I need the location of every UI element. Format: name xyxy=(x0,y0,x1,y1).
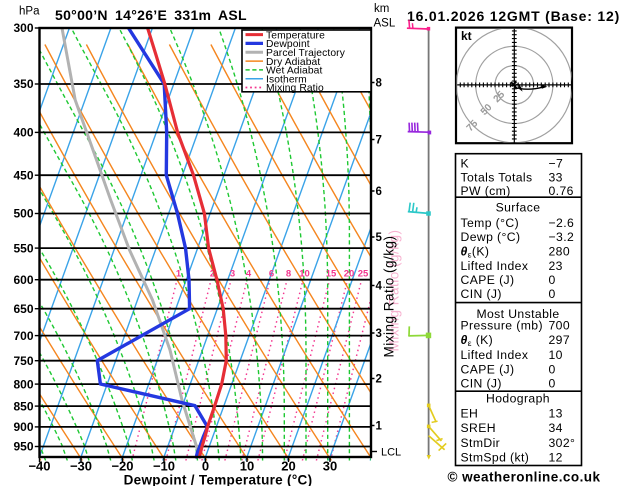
svg-text:CIN (J): CIN (J) xyxy=(461,377,502,391)
svg-text:CAPE (J): CAPE (J) xyxy=(461,273,515,287)
svg-text:Isotherm: Isotherm xyxy=(266,74,307,85)
svg-text:CAPE (J): CAPE (J) xyxy=(461,362,515,376)
svg-text:34: 34 xyxy=(549,421,563,435)
svg-text:800: 800 xyxy=(13,377,33,391)
svg-text:© weatheronline.co.uk: © weatheronline.co.uk xyxy=(448,470,601,485)
svg-text:θε (K): θε (K) xyxy=(461,333,494,348)
svg-text:3: 3 xyxy=(230,269,235,280)
svg-text:Wet Adiabat: Wet Adiabat xyxy=(266,66,322,77)
svg-text:700: 700 xyxy=(13,329,33,343)
svg-text:Dewp (°C): Dewp (°C) xyxy=(461,230,521,244)
svg-text:8: 8 xyxy=(286,269,291,280)
svg-text:950: 950 xyxy=(13,440,33,454)
svg-text:0: 0 xyxy=(549,362,556,376)
svg-text:450: 450 xyxy=(13,168,33,182)
svg-text:Most Unstable: Most Unstable xyxy=(476,307,559,321)
svg-text:280: 280 xyxy=(549,245,571,259)
svg-text:850: 850 xyxy=(13,399,33,413)
svg-text:6: 6 xyxy=(269,269,274,280)
svg-text:15: 15 xyxy=(326,269,337,280)
svg-text:StmDir: StmDir xyxy=(461,436,501,450)
svg-text:50°00’N 14°26’E 331m ASL: 50°00’N 14°26’E 331m ASL xyxy=(55,7,247,23)
svg-text:8: 8 xyxy=(376,78,383,90)
svg-text:Dewpoint / Temperature (°C): Dewpoint / Temperature (°C) xyxy=(124,473,313,486)
svg-text:750: 750 xyxy=(13,354,33,368)
svg-text:4: 4 xyxy=(246,269,252,280)
svg-text:700: 700 xyxy=(549,319,571,333)
svg-text:PW (cm): PW (cm) xyxy=(461,184,511,198)
svg-text:500: 500 xyxy=(13,207,33,221)
svg-text:Mixing Ratio (g/kg): Mixing Ratio (g/kg) xyxy=(387,229,402,351)
svg-text:6: 6 xyxy=(376,186,382,198)
svg-text:2: 2 xyxy=(210,269,215,280)
svg-text:SREH: SREH xyxy=(461,421,496,435)
svg-text:33: 33 xyxy=(549,171,563,185)
svg-text:Dewpoint: Dewpoint xyxy=(266,39,310,50)
svg-text:−7: −7 xyxy=(549,156,564,170)
svg-text:Pressure (mb): Pressure (mb) xyxy=(461,319,543,333)
svg-text:−10: −10 xyxy=(153,459,175,474)
svg-text:km: km xyxy=(374,3,389,15)
svg-text:302°: 302° xyxy=(549,436,576,450)
svg-text:0: 0 xyxy=(549,377,556,391)
svg-text:10: 10 xyxy=(299,269,310,280)
svg-text:7: 7 xyxy=(376,135,382,147)
svg-text:EH: EH xyxy=(461,406,479,420)
svg-text:20: 20 xyxy=(344,269,355,280)
svg-text:1: 1 xyxy=(176,269,182,280)
svg-text:600: 600 xyxy=(13,273,33,287)
svg-text:Mixing Ratio: Mixing Ratio xyxy=(266,83,324,94)
svg-text:0: 0 xyxy=(549,273,556,287)
svg-text:−40: −40 xyxy=(28,459,50,474)
svg-text:CIN (J): CIN (J) xyxy=(461,287,502,301)
svg-text:StmSpd (kt): StmSpd (kt) xyxy=(461,451,530,465)
svg-text:Parcel Trajectory: Parcel Trajectory xyxy=(266,48,346,59)
svg-text:ASL: ASL xyxy=(374,18,396,30)
svg-text:Lifted Index: Lifted Index xyxy=(461,348,529,362)
svg-text:LCL: LCL xyxy=(381,447,401,459)
svg-text:350: 350 xyxy=(13,77,33,91)
svg-text:10: 10 xyxy=(549,348,563,362)
svg-text:Totals Totals: Totals Totals xyxy=(461,171,533,185)
svg-text:10: 10 xyxy=(240,459,254,474)
svg-text:16.01.2026 12GMT (Base: 12): 16.01.2026 12GMT (Base: 12) xyxy=(407,8,620,24)
svg-text:−30: −30 xyxy=(70,459,92,474)
svg-text:400: 400 xyxy=(13,126,33,140)
svg-text:4: 4 xyxy=(376,281,383,293)
svg-text:297: 297 xyxy=(549,333,571,347)
svg-text:hPa: hPa xyxy=(19,6,40,18)
svg-text:0.76: 0.76 xyxy=(549,184,574,198)
svg-text:12: 12 xyxy=(549,451,563,465)
svg-text:0: 0 xyxy=(549,287,556,301)
svg-text:20: 20 xyxy=(281,459,295,474)
svg-text:Surface: Surface xyxy=(496,200,541,214)
svg-text:25: 25 xyxy=(358,269,369,280)
svg-text:θε(K): θε(K) xyxy=(461,245,490,260)
svg-text:13: 13 xyxy=(549,406,563,420)
svg-text:900: 900 xyxy=(13,420,33,434)
svg-text:30: 30 xyxy=(323,459,337,474)
svg-text:−20: −20 xyxy=(111,459,133,474)
svg-text:300: 300 xyxy=(13,21,33,35)
svg-text:550: 550 xyxy=(13,241,33,255)
svg-text:0: 0 xyxy=(202,459,209,474)
svg-text:Temperature: Temperature xyxy=(266,30,325,41)
svg-text:K: K xyxy=(461,156,470,170)
svg-text:1: 1 xyxy=(376,421,383,433)
svg-text:Hodograph: Hodograph xyxy=(486,391,550,405)
svg-text:Mixing Ratio (g/kg): Mixing Ratio (g/kg) xyxy=(382,235,397,357)
svg-text:kt: kt xyxy=(461,29,472,43)
svg-text:Dry Adiabat: Dry Adiabat xyxy=(266,57,320,68)
svg-text:23: 23 xyxy=(549,259,563,273)
svg-text:Lifted Index: Lifted Index xyxy=(461,259,529,273)
svg-text:2: 2 xyxy=(376,374,382,386)
svg-text:−2.6: −2.6 xyxy=(549,216,575,230)
svg-text:3: 3 xyxy=(376,328,382,340)
svg-text:Temp (°C): Temp (°C) xyxy=(461,216,520,230)
svg-text:−3.2: −3.2 xyxy=(549,230,575,244)
svg-text:650: 650 xyxy=(13,302,33,316)
svg-text:5: 5 xyxy=(376,232,383,244)
